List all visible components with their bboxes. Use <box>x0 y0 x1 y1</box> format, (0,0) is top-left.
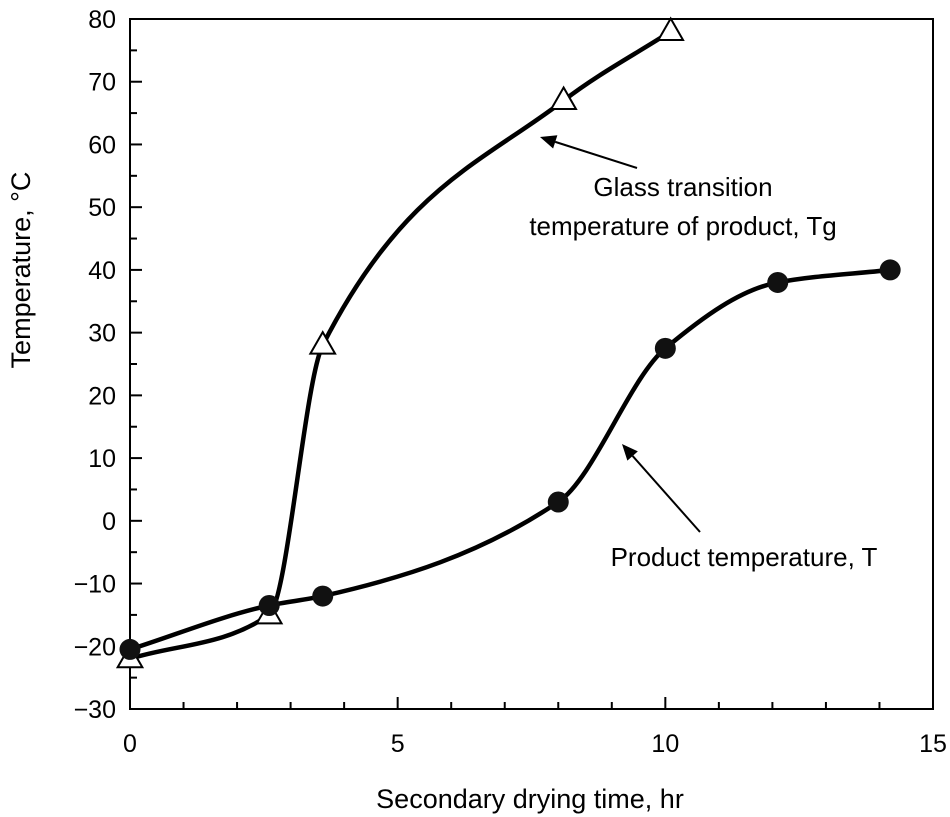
y-ticks: −30 −20 −10 0 10 20 30 40 50 60 70 80 <box>74 6 142 724</box>
x-tick-label: 0 <box>123 730 137 758</box>
annotation-arrow <box>554 140 638 169</box>
x-ticks: 0 5 10 15 <box>123 697 947 758</box>
circle-marker <box>879 259 901 281</box>
triangle-marker <box>656 16 685 41</box>
x-tick-label: 15 <box>919 730 947 758</box>
triangle-marker <box>549 85 578 110</box>
circle-marker <box>119 638 141 660</box>
series-markers <box>115 16 901 669</box>
y-tick-label: −10 <box>74 571 116 599</box>
series-line-2 <box>127 267 893 652</box>
annotation-text: temperature of product, Tg <box>529 211 836 241</box>
y-tick-label: 0 <box>102 508 116 536</box>
y-tick-label: 10 <box>88 445 116 473</box>
y-tick-label: 70 <box>88 69 116 97</box>
arrow-head <box>540 135 558 149</box>
circle-marker <box>654 337 676 359</box>
x-axis-label: Secondary drying time, hr <box>376 784 684 814</box>
x-tick-label: 10 <box>651 730 679 758</box>
series-line-1 <box>127 29 673 662</box>
circle-marker <box>258 595 280 616</box>
circle-marker <box>312 585 334 607</box>
y-tick-label: −20 <box>74 633 116 661</box>
y-tick-label: 40 <box>88 257 116 285</box>
annotation-text: Product temperature, T <box>611 542 878 572</box>
y-tick-label: 30 <box>88 320 116 348</box>
y-tick-label: 60 <box>88 131 116 159</box>
circle-marker <box>547 491 569 513</box>
annotation-arrow <box>631 455 701 533</box>
x-tick-label: 5 <box>391 730 405 758</box>
y-axis-label: Temperature, °C <box>6 172 36 369</box>
circle-marker <box>767 271 789 293</box>
y-tick-label: −30 <box>74 696 116 724</box>
annotations: Glass transition temperature of product, … <box>529 135 878 572</box>
annotation-text: Glass transition <box>593 172 772 202</box>
y-tick-label: 50 <box>88 194 116 222</box>
triangle-marker <box>308 330 337 355</box>
y-tick-label: 80 <box>88 6 116 34</box>
y-tick-label: 20 <box>88 382 116 410</box>
arrow-head <box>622 444 638 461</box>
